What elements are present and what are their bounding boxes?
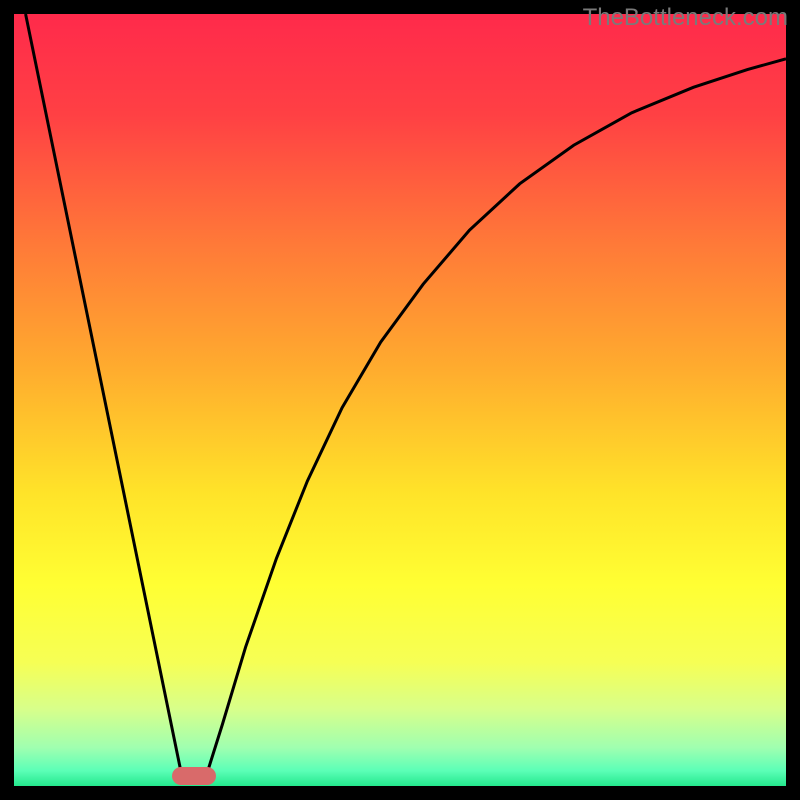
line-right-curve [205,59,786,779]
chart-outer: TheBottleneck.com [0,0,800,800]
line-left-v [26,14,183,778]
plot-area [14,14,786,786]
bottleneck-marker [172,767,216,785]
watermark-text: TheBottleneck.com [583,4,788,32]
curves-svg [14,14,786,786]
